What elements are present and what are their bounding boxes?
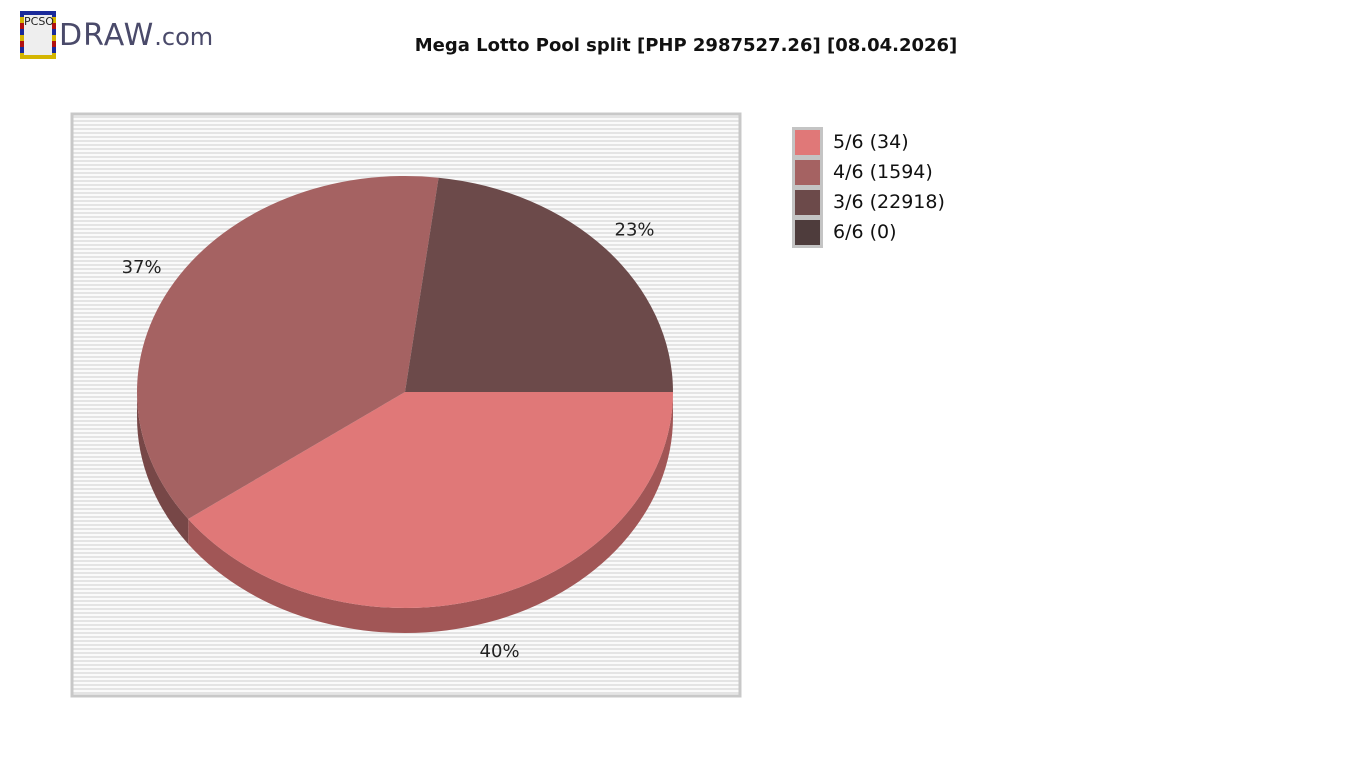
legend-label: 3/6 (22918) [833, 191, 945, 213]
legend-label: 5/6 (34) [833, 131, 909, 153]
pcso-badge: PCSO [20, 11, 56, 59]
legend-item: 5/6 (34) [792, 122, 945, 162]
percent-label: 40% [480, 641, 520, 662]
chart-title-text: Mega Lotto Pool split [PHP 2987527.26] [… [414, 35, 958, 56]
legend-item: 6/6 (0) [792, 212, 945, 252]
percent-label: 37% [122, 257, 162, 278]
logo-suffix: .com [154, 22, 214, 51]
pie-slice-side [137, 392, 189, 544]
chart-title: Mega Lotto Pool split [PHP 2987527.26] [… [0, 35, 1366, 56]
pcso-draw-logo: PCSO DRAW.com [20, 10, 213, 60]
logo-text: DRAW.com [59, 18, 213, 53]
pie-slice [188, 392, 673, 608]
legend-item: 3/6 (22918) [792, 182, 945, 222]
pie-slice-side [188, 392, 673, 633]
legend-swatch [792, 186, 823, 218]
logo-brand: DRAW [59, 17, 155, 53]
legend-swatch [792, 156, 823, 188]
badge-text: PCSO [24, 15, 54, 55]
legend-swatch [792, 126, 823, 158]
legend-label: 4/6 (1594) [833, 161, 933, 183]
pie-slice [137, 176, 439, 519]
percent-label: 23% [615, 219, 655, 240]
legend-item: 4/6 (1594) [792, 152, 945, 192]
legend: 5/6 (34) 4/6 (1594) 3/6 (22918) 6/6 (0) [792, 122, 945, 252]
legend-swatch [792, 216, 823, 248]
legend-label: 6/6 (0) [833, 221, 897, 243]
pie-slice [405, 177, 673, 392]
